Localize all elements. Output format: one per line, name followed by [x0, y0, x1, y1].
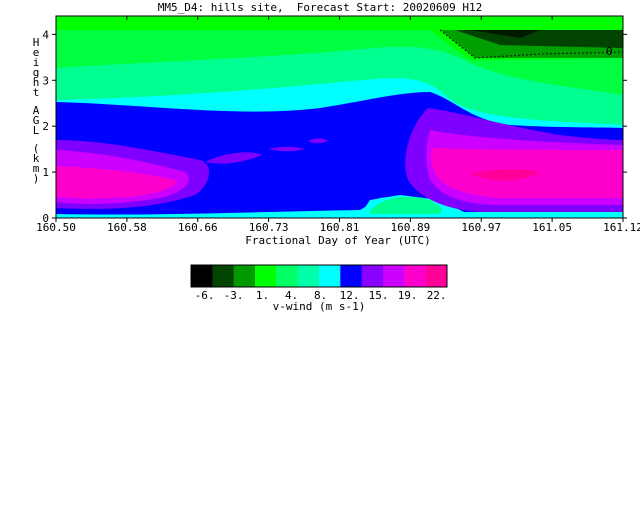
x-tick-label: 160.73: [249, 221, 289, 234]
colorbar-frame: [190, 264, 448, 288]
y-axis-title-char: ): [33, 172, 40, 185]
x-axis-title: Fractional Day of Year (UTC): [245, 234, 430, 247]
zero-contour-line: [439, 29, 623, 59]
x-tick-label: 160.50: [36, 221, 76, 234]
y-axis-title-char: A: [33, 104, 40, 117]
y-axis-title-char: g: [33, 66, 40, 79]
x-tick-label: 161.12: [603, 221, 640, 234]
y-tick-label: 3: [42, 74, 49, 87]
band-dark-green-top-right: [455, 30, 623, 48]
colorbar-swatch: [383, 265, 405, 287]
colorbar-tick-label: 22.: [427, 289, 447, 302]
y-axis-title-char: L: [33, 124, 40, 137]
x-tick-label: 160.58: [107, 221, 147, 234]
x-tick-label: 160.66: [178, 221, 218, 234]
colorbar-tick-label: 15.: [369, 289, 389, 302]
colorbar-swatch: [404, 265, 427, 287]
y-tick-label: 2: [42, 120, 49, 133]
x-tick-label: 160.97: [461, 221, 501, 234]
colorbar-tick-label: 19.: [398, 289, 418, 302]
colorbar-swatch: [212, 265, 235, 287]
colorbar-swatch: [191, 265, 213, 287]
y-axis-title-char: i: [33, 56, 40, 69]
colorbar-swatch: [233, 265, 256, 287]
colorbar-label: v-wind (m s-1): [273, 300, 366, 313]
x-tick-label: 160.89: [391, 221, 431, 234]
colorbar-swatch: [425, 265, 448, 287]
y-tick-label: 4: [42, 28, 49, 41]
colorbar-tick-label: -3.: [224, 289, 244, 302]
colorbar-swatch: [276, 265, 299, 287]
band-sea-green-bottom: [370, 196, 442, 214]
y-axis-title-char: t: [33, 86, 40, 99]
band-cyan-bottom: [56, 196, 623, 218]
y-axis-title-char: H: [33, 36, 40, 49]
y-axis-title-char: (: [33, 142, 40, 155]
band-magenta-left: [56, 166, 176, 199]
band-core-right: [470, 169, 540, 181]
contour-field: [56, 16, 623, 218]
axes: 160.50 160.58 160.66 160.73 160.81 160.89 160.…: [36, 16, 640, 234]
colorbar: -6. -3. 1. 4. 8. 12. 15. 19. 22.: [190, 264, 448, 302]
y-tick-label: 1: [42, 166, 49, 179]
colorbar-swatch: [361, 265, 384, 287]
colorbar-tick-label: 12.: [340, 289, 360, 302]
band-violet-filament-2: [268, 146, 305, 152]
contour-label: 0: [606, 45, 613, 58]
colorbar-tick-label: 8.: [314, 289, 327, 302]
x-tick-label: 160.81: [320, 221, 360, 234]
colorbar-swatch: [297, 265, 320, 287]
colorbar-swatch: [340, 265, 363, 287]
y-axis-title-char: G: [33, 114, 40, 127]
colorbar-swatch: [255, 265, 277, 287]
y-axis-title-char: k: [33, 152, 40, 165]
band-violet-filament-3: [308, 138, 328, 144]
colorbar-tick-label: -6.: [195, 289, 215, 302]
y-axis-title-char: e: [33, 46, 40, 59]
band-darkest-top-right: [470, 30, 540, 38]
x-tick-label: 161.05: [532, 221, 572, 234]
colorbar-tick-label: 4.: [285, 289, 298, 302]
colorbar-swatch: [319, 265, 341, 287]
colorbar-tick-label: 1.: [256, 289, 269, 302]
band-violet-filament-1: [205, 152, 262, 164]
y-axis-title-char: h: [33, 76, 40, 89]
y-tick-label: 0: [42, 212, 49, 225]
y-axis-title-char: m: [33, 162, 40, 175]
chart-title: MM5_D4: hills site, Forecast Start: 2002…: [157, 1, 483, 14]
